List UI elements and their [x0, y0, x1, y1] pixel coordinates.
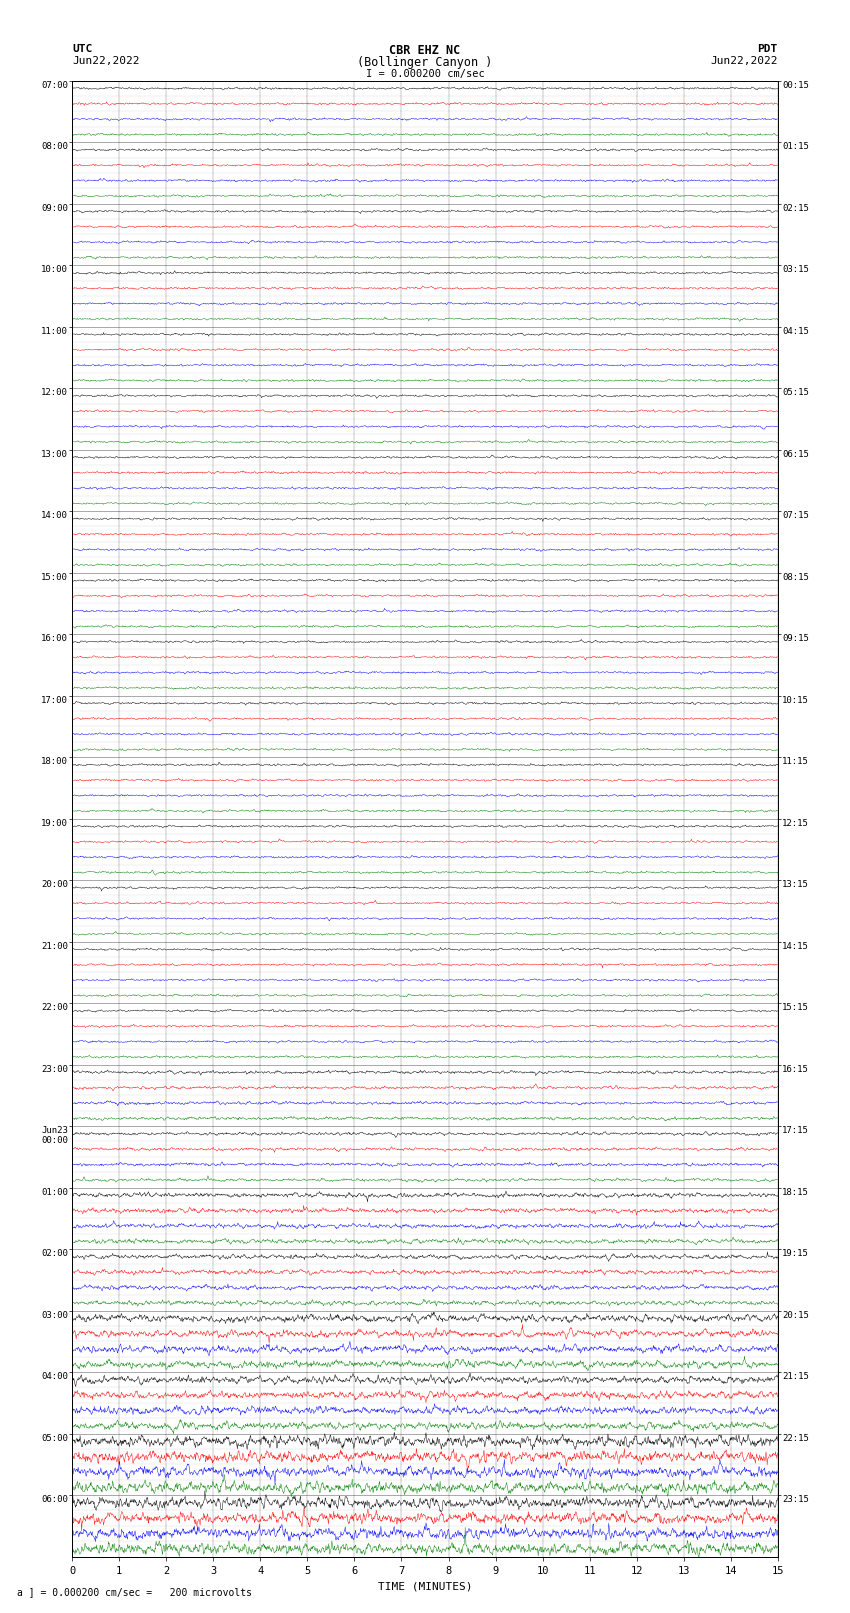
Text: I = 0.000200 cm/sec: I = 0.000200 cm/sec [366, 69, 484, 79]
Text: UTC: UTC [72, 44, 93, 53]
Text: PDT: PDT [757, 44, 778, 53]
Text: CBR EHZ NC: CBR EHZ NC [389, 44, 461, 56]
Text: Jun22,2022: Jun22,2022 [711, 56, 778, 66]
Text: Jun22,2022: Jun22,2022 [72, 56, 139, 66]
Text: (Bollinger Canyon ): (Bollinger Canyon ) [357, 56, 493, 69]
Text: a ] = 0.000200 cm/sec =   200 microvolts: a ] = 0.000200 cm/sec = 200 microvolts [17, 1587, 252, 1597]
X-axis label: TIME (MINUTES): TIME (MINUTES) [377, 1581, 473, 1590]
